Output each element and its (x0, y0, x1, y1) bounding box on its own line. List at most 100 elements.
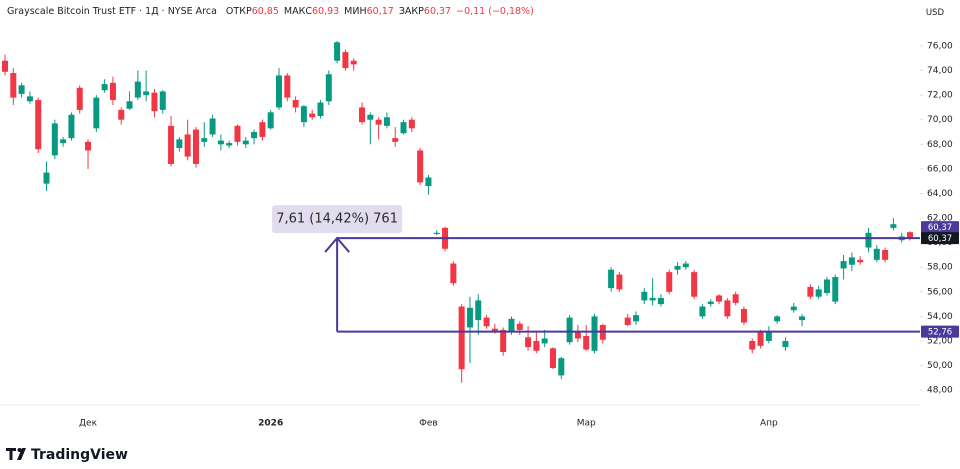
candle-body (549, 348, 556, 369)
candle-body (425, 177, 432, 187)
candle-body (143, 91, 150, 96)
candle-body (558, 358, 565, 376)
candle-body (400, 122, 407, 134)
candle-body (35, 100, 42, 150)
candle-body (309, 113, 316, 118)
candle-body (151, 92, 158, 112)
candle-body (267, 112, 274, 129)
candle-body (217, 140, 224, 145)
candle-body (716, 295, 723, 302)
candle-body (375, 119, 382, 125)
candles (2, 41, 913, 383)
candle-body (649, 297, 656, 301)
symbol: Grayscale Bitcoin Trust ETF · 1Д · NYSE … (7, 6, 217, 17)
candle-body (608, 269, 615, 289)
y-tick-label: 68,00 (927, 140, 953, 150)
candle-body (76, 87, 83, 110)
candle-body (832, 277, 839, 302)
candle-body (591, 316, 598, 351)
candle-body (657, 297, 664, 305)
ohlc-label: ОТКР (225, 6, 252, 17)
x-tick-label: 2026 (258, 419, 283, 429)
candle-body (176, 139, 183, 148)
candle-body (2, 60, 8, 72)
candle-body (134, 81, 141, 98)
candle-body (500, 329, 507, 353)
x-tick-label: Мар (577, 419, 596, 429)
candle-body (159, 91, 166, 110)
candle-body (475, 300, 482, 321)
arrow-head (324, 236, 350, 253)
measure-box (272, 205, 403, 234)
logo-icon (17, 448, 22, 452)
candle-body (26, 96, 33, 102)
candle-body (43, 172, 50, 184)
candle-body (408, 119, 415, 129)
candle-body (882, 250, 889, 260)
candle-body (101, 84, 108, 91)
logo-icon (17, 448, 26, 460)
candle-body (691, 272, 698, 297)
measure-label: 7,61 (14,42%) 761 (276, 212, 398, 227)
y-tick-label: 64,00 (927, 189, 953, 199)
candle-body (799, 316, 806, 321)
candle-body (325, 74, 332, 102)
level-badge (921, 221, 959, 234)
candle-body (226, 143, 233, 146)
candle-body (350, 60, 357, 65)
ohlc-label: МАКС (283, 6, 312, 17)
candle-body (367, 114, 374, 120)
ohlc-label: МИН (344, 6, 367, 17)
candle-body (857, 259, 864, 263)
candle-body (458, 306, 465, 370)
candle-body (275, 75, 282, 108)
x-tick-label: Апр (760, 419, 778, 429)
candle-body (566, 317, 573, 343)
y-tick-label: 56,00 (927, 287, 953, 297)
change: −0,11 (−0,18%) (456, 6, 534, 17)
candle-body (209, 118, 216, 135)
candle-body (765, 331, 772, 341)
candle-body (317, 102, 324, 117)
candle-body (732, 294, 739, 303)
candle-body (85, 141, 92, 151)
y-tick-label: 58,00 (927, 263, 953, 273)
candle-body (707, 301, 714, 305)
candle-body (508, 318, 515, 333)
ohlc-value: 60,17 (366, 6, 394, 17)
candle-body (184, 134, 191, 157)
candle-body (342, 52, 349, 69)
candle-body (740, 309, 747, 323)
candle-body (682, 263, 689, 268)
logo: TradingView (6, 447, 128, 463)
y-tick-label: 48,00 (927, 386, 953, 396)
candle-body (68, 114, 75, 139)
ohlc-value: 60,85 (251, 6, 279, 17)
legend-header: Grayscale Bitcoin Trust ETF · 1Д · NYSE … (7, 6, 539, 17)
candle-body (749, 340, 756, 350)
candle-body (525, 337, 532, 348)
x-tick-label: Дек (79, 419, 98, 429)
y-tick-label: 76,00 (927, 41, 953, 51)
candle-body (533, 340, 540, 351)
y-tick-label: 70,00 (927, 115, 953, 125)
candle-body (201, 138, 208, 142)
last-price-label: 60,37 (928, 234, 952, 244)
level-badge-label: 52,76 (928, 328, 952, 338)
candle-body (782, 340, 789, 348)
candle-body (118, 109, 125, 120)
y-tick-label: 52,00 (927, 336, 953, 346)
candle-body (724, 300, 731, 317)
y-tick-label: 50,00 (927, 361, 953, 371)
candle-body (757, 332, 764, 346)
candle-body (907, 232, 913, 239)
level-badge-label: 60,37 (928, 223, 952, 233)
candle-body (641, 291, 648, 301)
candle-body (541, 338, 548, 344)
ohlc-value: 60,37 (423, 6, 452, 17)
candle-body (873, 248, 880, 260)
candle-body (450, 263, 457, 284)
candle-body (10, 73, 17, 98)
candle-body (516, 323, 523, 330)
